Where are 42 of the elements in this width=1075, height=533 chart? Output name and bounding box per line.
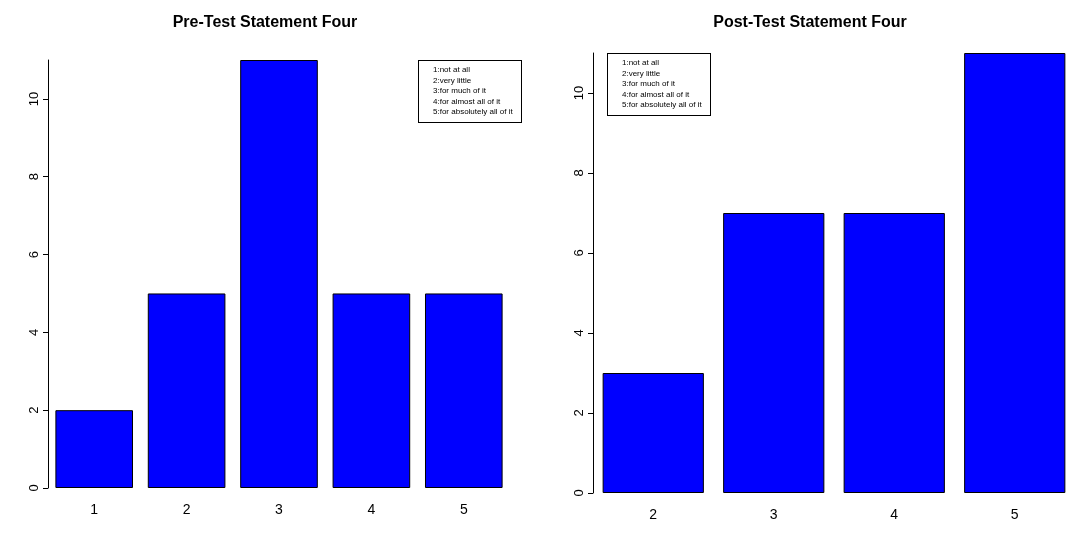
bar bbox=[332, 293, 411, 488]
x-tick-label: 5 bbox=[459, 501, 468, 517]
chart-title: Post-Test Statement Four bbox=[713, 12, 907, 30]
annotation: 3:for much of it bbox=[622, 79, 676, 90]
y-tick-label: 10 bbox=[26, 91, 41, 107]
y-tick-label: 0 bbox=[26, 484, 41, 492]
y-tick-label: 2 bbox=[26, 406, 41, 414]
bar bbox=[55, 410, 134, 488]
x-tick-label: 1 bbox=[90, 501, 99, 517]
y-tick-label: 8 bbox=[571, 169, 586, 177]
y-tick-label: 6 bbox=[571, 249, 586, 257]
bar bbox=[723, 213, 825, 493]
x-tick-label: 5 bbox=[1010, 506, 1019, 522]
annotation: 5:for absolutely all of it bbox=[622, 100, 703, 111]
annotation: 2:very little bbox=[622, 68, 662, 79]
annotation: 4:for almost all of it bbox=[622, 89, 691, 100]
y-tick-label: 4 bbox=[26, 328, 41, 336]
x-tick-label: 2 bbox=[182, 501, 191, 517]
bar bbox=[602, 373, 704, 493]
annotation: 1:not at all bbox=[622, 58, 660, 69]
annotation: 2:very little bbox=[433, 75, 473, 86]
x-tick-label: 4 bbox=[890, 506, 899, 522]
bar bbox=[964, 53, 1066, 493]
annotation: 5:for absolutely all of it bbox=[433, 107, 514, 118]
y-tick-label: 8 bbox=[26, 173, 41, 181]
y-tick-label: 0 bbox=[571, 489, 586, 497]
annotation: 1:not at all bbox=[433, 65, 471, 76]
x-tick-label: 4 bbox=[367, 501, 376, 517]
x-tick-label: 2 bbox=[649, 506, 658, 522]
chart-title: Pre-Test Statement Four bbox=[172, 12, 358, 30]
bar bbox=[843, 213, 945, 493]
bar bbox=[424, 293, 503, 488]
y-tick-label: 2 bbox=[571, 409, 586, 417]
x-tick-label: 3 bbox=[769, 506, 778, 522]
bar bbox=[147, 293, 226, 488]
y-tick-label: 10 bbox=[571, 85, 586, 101]
annotation: 3:for much of it bbox=[433, 86, 487, 97]
y-tick-label: 4 bbox=[571, 329, 586, 337]
annotation: 4:for almost all of it bbox=[433, 96, 502, 107]
y-tick-label: 6 bbox=[26, 250, 41, 259]
x-tick-label: 3 bbox=[275, 501, 284, 517]
bar bbox=[240, 60, 318, 488]
